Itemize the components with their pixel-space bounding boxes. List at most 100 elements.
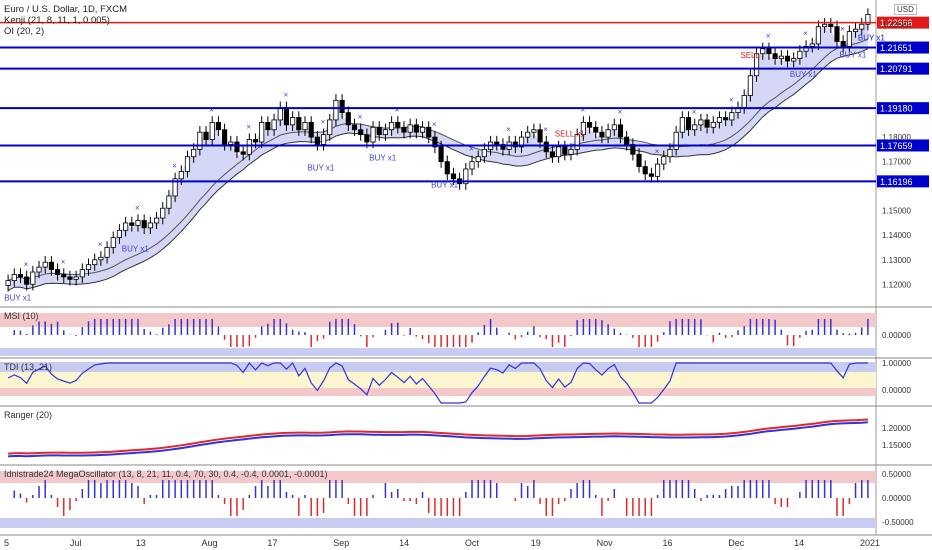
time-tick: 19: [531, 538, 541, 548]
level-label: 1.20791: [880, 64, 913, 74]
candle-body: [753, 53, 760, 77]
trade-annotation: BUY x1: [4, 293, 32, 302]
candle-body: [290, 117, 296, 126]
time-tick: 2021: [860, 538, 880, 548]
trade-annotation: BUY x1: [431, 181, 459, 190]
time-tick: Nov: [597, 538, 614, 548]
candle-body: [617, 124, 624, 138]
candle-body: [531, 129, 537, 133]
price-tick: 1.12000: [882, 280, 911, 289]
candle-body: [463, 168, 469, 185]
signal-marker: ×: [766, 32, 771, 41]
price-tick: 1.18000: [882, 133, 911, 142]
time-tick: Oct: [465, 538, 480, 548]
signal-marker: ×: [432, 120, 437, 129]
candle-body: [339, 99, 345, 113]
candle-body: [852, 28, 859, 33]
candle-body: [259, 121, 265, 143]
candle-body: [710, 121, 716, 128]
candle-body: [61, 274, 67, 278]
signal-marker: ×: [395, 105, 400, 114]
candle-body: [673, 131, 679, 150]
ranger-band-line: [8, 421, 868, 458]
signal-marker: ×: [98, 240, 103, 249]
candle-body: [401, 126, 407, 133]
mega-lower-zone: [0, 518, 876, 528]
candle-body: [55, 269, 61, 275]
candle-body: [308, 121, 314, 138]
candle-body: [729, 112, 735, 121]
candle-body: [828, 23, 834, 28]
level-label-bg: [877, 102, 929, 115]
msi-tick: 0.00000: [882, 331, 911, 340]
msi-lower-zone: [0, 348, 876, 356]
candle-body: [265, 121, 271, 131]
candle-body: [191, 148, 197, 158]
candle-body: [494, 141, 500, 145]
trade-annotation: BUY x1: [369, 154, 397, 163]
candle-body: [135, 220, 141, 226]
time-tick: 17: [267, 538, 277, 548]
candle-body: [419, 126, 426, 133]
signal-marker: ×: [803, 29, 808, 38]
candle-body: [234, 141, 240, 153]
candle-body: [778, 55, 784, 60]
candle-body: [568, 148, 574, 155]
time-tick: 13: [136, 538, 146, 548]
signal-marker: ×: [617, 108, 622, 117]
candle-body: [648, 173, 654, 177]
ranger-tick: 1.15000: [882, 441, 911, 450]
signal-marker: ×: [580, 105, 585, 114]
candle-body: [160, 207, 166, 219]
candle-body: [215, 121, 221, 131]
resistance-label: 1.22666: [880, 18, 913, 28]
candle-body: [859, 23, 865, 30]
oi-mid-line: [7, 38, 869, 282]
candle-body: [296, 117, 302, 131]
candle-body: [698, 119, 704, 126]
ranger-tick: 1.20000: [882, 424, 911, 433]
candle-body: [580, 121, 586, 136]
signal-marker: ×: [61, 257, 66, 266]
price-tick: 1.17000: [882, 158, 911, 167]
candle-body: [240, 151, 246, 155]
candle-body: [36, 266, 42, 273]
candle-body: [791, 58, 797, 62]
candle-body: [760, 48, 766, 55]
candle-body: [370, 126, 376, 143]
candle-body: [574, 134, 580, 150]
candle-body: [147, 222, 153, 229]
candle-body: [79, 269, 85, 278]
candle-body: [67, 276, 73, 280]
candle-body: [17, 274, 24, 278]
price-tick: 1.22585: [882, 21, 911, 30]
trade-annotation: BUY x1: [858, 33, 886, 42]
candle-body: [772, 53, 778, 60]
signal-marker: ×: [283, 91, 288, 100]
candle-body: [11, 274, 17, 282]
resistance-label-bg: [877, 16, 929, 29]
candle-body: [30, 271, 36, 285]
mega-tick: -0.50000: [882, 518, 914, 527]
candle-body: [98, 256, 104, 261]
candle-body: [222, 129, 228, 145]
candle-body: [252, 139, 259, 143]
candle-body: [358, 129, 364, 136]
level-label: 1.16196: [880, 177, 913, 187]
mega-tick: 0.50000: [882, 470, 911, 479]
candle-body: [685, 117, 692, 131]
candle-body: [203, 131, 209, 140]
candle-body: [543, 141, 549, 153]
time-tick: 16: [662, 538, 672, 548]
signal-marker: ×: [506, 125, 511, 134]
mega-upper-zone: [0, 471, 876, 483]
indicator-kenji-label[interactable]: Kenji (21, 8, 11, 1, 0.005): [4, 15, 110, 26]
signal-marker: ×: [24, 260, 29, 269]
level-label: 1.17659: [880, 141, 913, 151]
background: [0, 0, 876, 550]
level-label: 1.19180: [880, 104, 913, 114]
candle-body: [605, 129, 611, 138]
indicator-oi-label[interactable]: OI (20, 2): [4, 26, 45, 37]
time-tick: Jul: [70, 538, 82, 548]
